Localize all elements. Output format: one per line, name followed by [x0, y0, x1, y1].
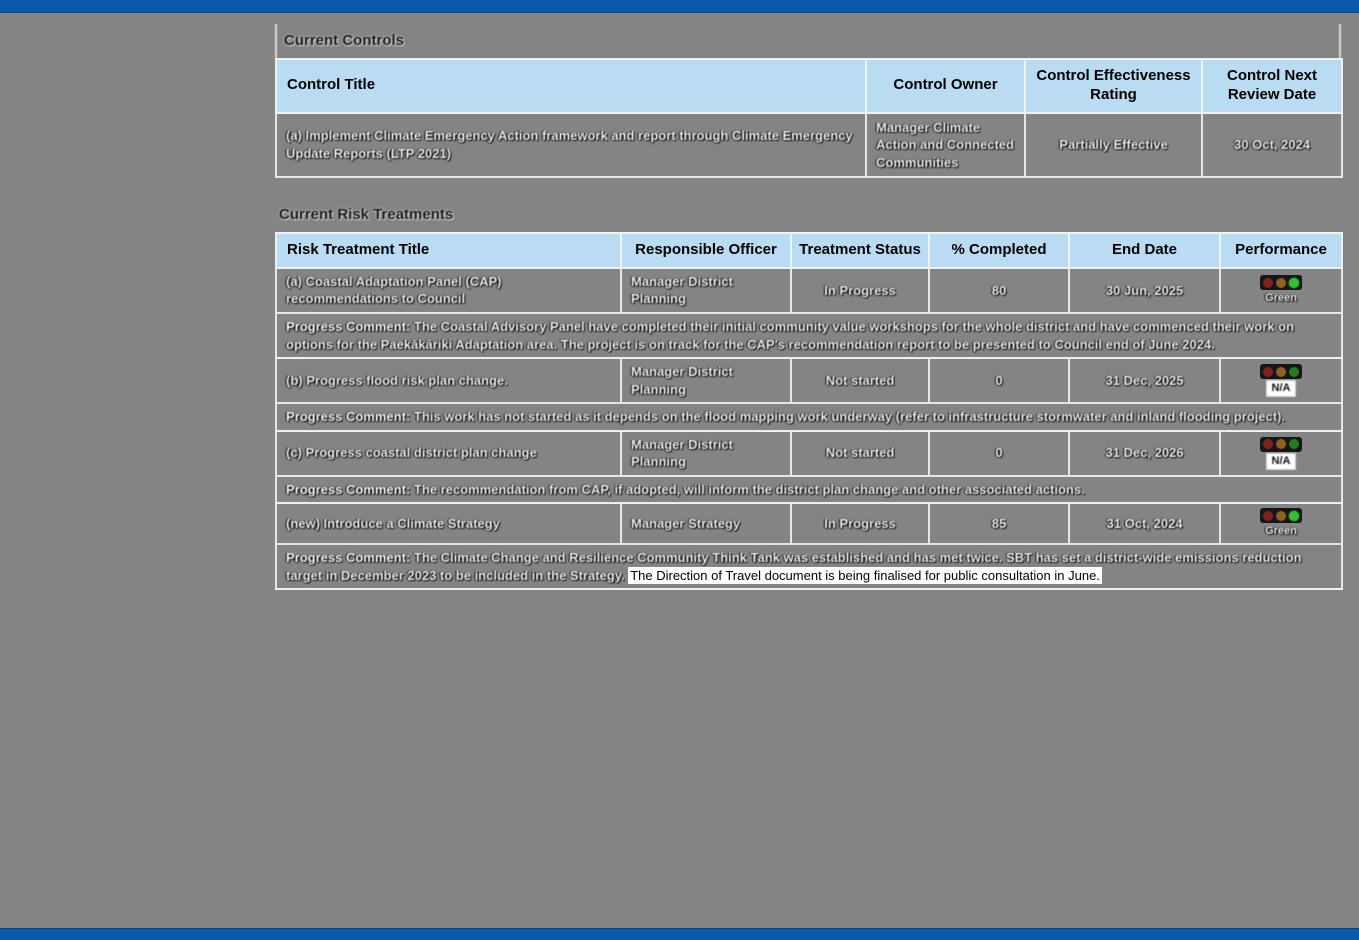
cell-progress-comment: Progress Comment: The Climate Change and… [275, 543, 1343, 591]
progress-comment-label: Progress Comment: [286, 318, 411, 334]
red-light-dot [1263, 439, 1273, 450]
treatments-table: Risk Treatment Title Responsible Officer… [275, 232, 1343, 591]
cell-responsible-officer: Manager District Planning [620, 266, 792, 314]
progress-comment-label: Progress Comment: [286, 550, 411, 566]
treatment-row: (c) Progress coastal district plan chang… [275, 429, 1343, 477]
progress-comment-text: The recommendation from CAP, if adopted,… [413, 481, 1085, 497]
red-light-dot [1263, 366, 1273, 377]
cell-treatment-status: Not started [790, 357, 930, 405]
cell-percent-completed: 85 [928, 502, 1070, 546]
amber-light-dot [1276, 366, 1286, 377]
treatment-row: (new) Introduce a Climate Strategy Manag… [275, 502, 1343, 546]
cell-progress-comment: Progress Comment: This work has not star… [275, 402, 1343, 432]
performance-label: N/A [1265, 380, 1297, 398]
amber-light-dot [1276, 510, 1286, 521]
controls-table: Control Title Control Owner Control Effe… [275, 58, 1343, 179]
progress-comment-row: Progress Comment: The Climate Change and… [275, 543, 1343, 591]
progress-comment-row: Progress Comment: The recommendation fro… [275, 474, 1343, 505]
performance-label: N/A [1265, 452, 1297, 470]
cell-end-date: 31 Dec, 2025 [1068, 357, 1221, 405]
cell-end-date: 30 Jun, 2025 [1068, 266, 1221, 314]
green-light-dot [1289, 277, 1299, 288]
column-header-control-owner: Control Owner [865, 58, 1026, 114]
traffic-light-icon [1260, 275, 1302, 291]
cell-treatment-status: In Progress [790, 266, 930, 314]
column-header-control-effectiveness: Control Effectiveness Rating [1024, 58, 1203, 114]
traffic-light-icon [1260, 364, 1302, 380]
traffic-light-icon [1260, 508, 1302, 524]
cell-responsible-officer: Manager District Planning [620, 357, 792, 405]
window-bottom-bar [0, 928, 1359, 940]
cell-treatment-title: (b) Progress flood risk plan change. [275, 357, 622, 405]
cell-end-date: 31 Oct, 2024 [1068, 502, 1221, 546]
highlighted-comment-text[interactable]: The Direction of Travel document is bein… [628, 566, 1102, 584]
column-header-responsible-officer: Responsible Officer [620, 232, 792, 269]
column-header-control-next-review: Control Next Review Date [1201, 58, 1343, 114]
amber-light-dot [1276, 277, 1286, 288]
cell-responsible-officer: Manager Strategy [620, 502, 792, 546]
controls-header-row: Control Title Control Owner Control Effe… [275, 58, 1343, 114]
cell-end-date: 31 Dec, 2026 [1068, 429, 1221, 477]
cell-percent-completed: 80 [928, 266, 1070, 314]
cell-control-next-review: 30 Oct, 2024 [1201, 111, 1343, 179]
performance-label: Green [1265, 292, 1297, 305]
progress-comment-row: Progress Comment: This work has not star… [275, 402, 1343, 432]
green-light-dot [1289, 439, 1299, 450]
controls-section-heading: Current Controls [275, 24, 1341, 58]
cell-responsible-officer: Manager District Planning [620, 429, 792, 477]
cell-treatment-status: In Progress [790, 502, 930, 546]
cell-performance: Green [1219, 266, 1343, 314]
treatments-section-heading: Current Risk Treatments [279, 206, 454, 224]
red-light-dot [1263, 277, 1273, 288]
cell-control-owner: Manager Climate Action and Connected Com… [865, 111, 1026, 179]
traffic-light-icon [1260, 436, 1302, 452]
cell-treatment-title: (a) Coastal Adaptation Panel (CAP) recom… [275, 266, 622, 314]
amber-light-dot [1276, 439, 1286, 450]
green-light-dot [1289, 510, 1299, 521]
report-content: Current Controls Control Title Control O… [275, 24, 1343, 591]
progress-comment-text: The Climate Change and Resilience Commun… [286, 550, 1302, 583]
red-light-dot [1263, 510, 1273, 521]
cell-performance: N/A [1219, 357, 1343, 405]
column-header-performance: Performance [1219, 232, 1343, 269]
cell-percent-completed: 0 [928, 357, 1070, 405]
column-header-risk-treatment-title: Risk Treatment Title [275, 232, 622, 269]
column-header-end-date: End Date [1068, 232, 1221, 269]
performance-label: Green [1265, 525, 1297, 538]
progress-comment-text: This work has not started as it depends … [413, 409, 1285, 425]
treatment-row: (b) Progress flood risk plan change. Man… [275, 357, 1343, 405]
progress-comment-label: Progress Comment: [286, 409, 411, 425]
cell-performance: Green [1219, 502, 1343, 546]
cell-control-title: (a) Implement Climate Emergency Action f… [275, 111, 867, 179]
cell-control-rating: Partially Effective [1024, 111, 1203, 179]
treatment-row: (a) Coastal Adaptation Panel (CAP) recom… [275, 266, 1343, 314]
cell-treatment-title: (c) Progress coastal district plan chang… [275, 429, 622, 477]
cell-percent-completed: 0 [928, 429, 1070, 477]
cell-progress-comment: Progress Comment: The Coastal Advisory P… [275, 311, 1343, 360]
cell-treatment-title: (new) Introduce a Climate Strategy [275, 502, 622, 546]
treatments-header-row: Risk Treatment Title Responsible Officer… [275, 232, 1343, 269]
green-light-dot [1289, 366, 1299, 377]
progress-comment-label: Progress Comment: [286, 481, 411, 497]
controls-table-row: (a) Implement Climate Emergency Action f… [275, 111, 1343, 179]
column-header-percent-completed: % Completed [928, 232, 1070, 269]
column-header-treatment-status: Treatment Status [790, 232, 930, 269]
window-top-bar [0, 0, 1359, 13]
progress-comment-row: Progress Comment: The Coastal Advisory P… [275, 311, 1343, 360]
cell-treatment-status: Not started [790, 429, 930, 477]
cell-performance: N/A [1219, 429, 1343, 477]
progress-comment-text: The Coastal Advisory Panel have complete… [286, 318, 1294, 352]
cell-progress-comment: Progress Comment: The recommendation fro… [275, 474, 1343, 505]
column-header-control-title: Control Title [275, 58, 867, 114]
